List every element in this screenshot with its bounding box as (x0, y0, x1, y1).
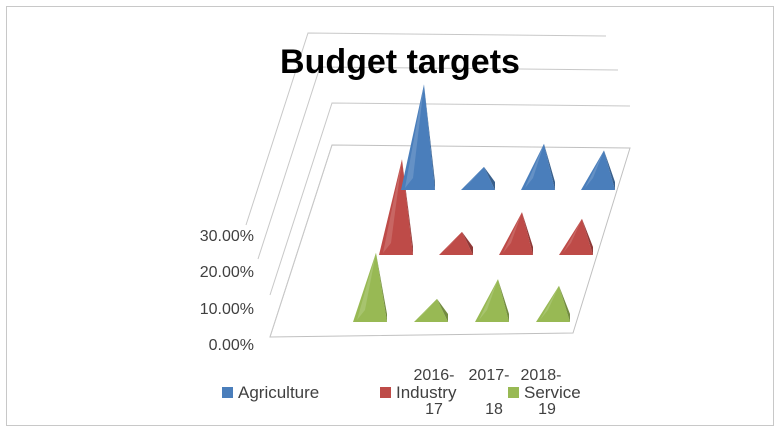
pyramid-highlight-face (405, 84, 424, 188)
category-labels: 2016- 17 2017- 18 2018- 19 (414, 367, 562, 418)
legend-swatch-agriculture (222, 387, 233, 398)
wall-grid-line (245, 32, 607, 226)
y-axis-ticks: 0.00% 10.00% 20.00% 30.00% (200, 228, 254, 354)
wall-grid-line (269, 102, 631, 296)
legend-label-service: Service (524, 383, 581, 402)
pyramid-front-face (414, 298, 448, 322)
legend-label-agriculture: Agriculture (238, 383, 319, 402)
wall-edge (269, 144, 333, 338)
pyramid-side-face (437, 298, 448, 322)
pyramid-highlight-face (357, 252, 376, 320)
pyramid-highlight-face (563, 218, 582, 253)
legend: Agriculture Industry Service (222, 383, 581, 402)
y-tick-label: 30.00% (200, 228, 254, 245)
pyramid-front-face (461, 166, 495, 190)
pyramid-side-face (424, 84, 435, 190)
pyramid-side-face (604, 150, 615, 190)
pyramid-front-face (439, 231, 473, 255)
pyramid-side-face (498, 279, 509, 322)
legend-swatch-service (508, 387, 519, 398)
pyramid-highlight-face (465, 166, 484, 188)
category-label-line2: 18 (485, 401, 503, 418)
pyramid-side-face (402, 159, 413, 255)
legend-swatch-industry (380, 387, 391, 398)
legend-label-industry: Industry (396, 383, 457, 402)
category-label-line2: 17 (425, 401, 443, 418)
pyramid-side-face (582, 218, 593, 255)
pyramid-marks (353, 84, 615, 322)
wall-grid-line (257, 66, 619, 260)
pyramid-highlight-face (443, 231, 462, 253)
category-label-line1: 2016- (414, 367, 455, 384)
pyramid-highlight-face (383, 159, 402, 253)
pyramid-side-face (522, 212, 533, 255)
y-tick-label: 0.00% (209, 337, 254, 354)
pyramid-highlight-face (540, 285, 559, 320)
pyramid-side-face (462, 231, 473, 255)
pyramid-highlight-face (503, 212, 522, 253)
y-tick-label: 20.00% (200, 264, 254, 281)
category-label-line1: 2018- (521, 367, 562, 384)
pyramid-side-face (376, 252, 387, 322)
pyramid-highlight-face (525, 143, 544, 188)
pyramid-highlight-face (585, 150, 604, 188)
chart-title: Budget targets (280, 43, 520, 81)
pyramid-side-face (559, 285, 570, 322)
pyramid-side-face (484, 166, 495, 190)
pyramid-highlight-face (479, 279, 498, 320)
y-tick-label: 10.00% (200, 301, 254, 318)
pyramid-highlight-face (418, 298, 437, 320)
pyramid-side-face (544, 143, 555, 190)
back-wall-planes (245, 32, 631, 338)
category-label-line1: 2017- (469, 367, 510, 384)
category-label-line2: 19 (538, 401, 556, 418)
